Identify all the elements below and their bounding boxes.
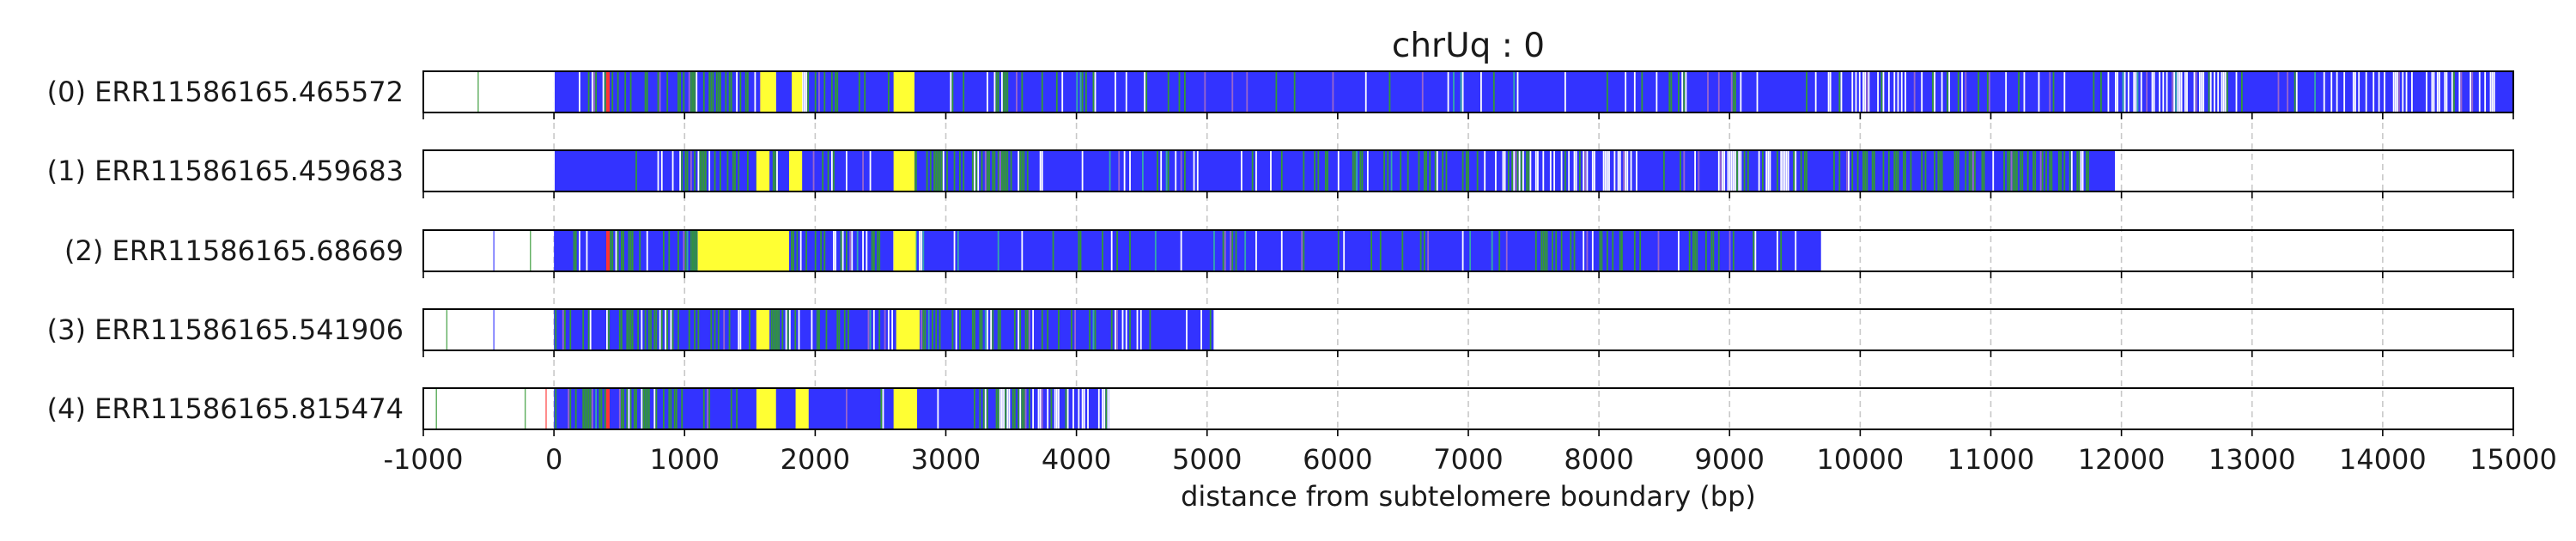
x-axis: -1000 0 1000 2000 3000 4000 5000 6000 7000 8000 90… <box>384 443 2557 476</box>
yellow-block <box>896 309 920 350</box>
x-tick-label: 15000 <box>2470 443 2557 476</box>
yellow-block <box>756 388 776 429</box>
x-tick-label: 3000 <box>911 443 981 476</box>
read-label: (3) ERR11586165.541906 <box>47 313 404 346</box>
red-mark <box>605 230 610 271</box>
read-row: (2) ERR11586165.68669 <box>64 229 2514 278</box>
yellow-block <box>893 71 914 112</box>
yellow-block <box>788 150 803 191</box>
yellow-block <box>893 150 914 191</box>
x-axis-label: distance from subtelomere boundary (bp) <box>1181 480 1756 513</box>
read-label: (1) ERR11586165.459683 <box>47 155 404 187</box>
x-tick-label: 6000 <box>1303 443 1372 476</box>
x-tick-label: 7000 <box>1433 443 1503 476</box>
yellow-block <box>760 71 776 112</box>
read-row: (3) ERR11586165.541906 <box>47 308 2514 357</box>
x-tick-label: 1000 <box>650 443 720 476</box>
x-tick-label: 13000 <box>2208 443 2296 476</box>
yellow-block <box>756 150 770 191</box>
yellow-block <box>795 388 809 429</box>
x-tick-label: -1000 <box>384 443 464 476</box>
read-body <box>554 309 1214 350</box>
red-mark <box>605 71 610 112</box>
x-tick-label: 10000 <box>1816 443 1904 476</box>
x-tick-label: 11000 <box>1947 443 2035 476</box>
x-tick-label: 2000 <box>781 443 850 476</box>
x-tick-label: 12000 <box>2078 443 2166 476</box>
read-label: (4) ERR11586165.815474 <box>47 392 404 425</box>
read-body <box>554 150 2116 191</box>
x-tick-label: 8000 <box>1564 443 1633 476</box>
yellow-block <box>697 230 789 271</box>
x-tick-label: 4000 <box>1042 443 1111 476</box>
yellow-block <box>756 309 770 350</box>
read-label: (0) ERR11586165.465572 <box>47 76 404 108</box>
read-rows: (0) ERR11586165.465572 (1) ERR11586165.45… <box>47 70 2514 436</box>
chart-title: chrUq : 0 <box>1392 27 1545 65</box>
read-row: (1) ERR11586165.459683 <box>47 149 2514 198</box>
read-row: (4) ERR11586165.815474 <box>47 387 2514 436</box>
yellow-block <box>893 388 918 429</box>
yellow-block <box>791 71 803 112</box>
x-tick-label: 0 <box>545 443 562 476</box>
red-mark <box>605 388 610 429</box>
read-body <box>554 71 2513 112</box>
x-tick-label: 9000 <box>1695 443 1765 476</box>
x-tick-label: 14000 <box>2339 443 2427 476</box>
read-row: (0) ERR11586165.465572 <box>47 70 2514 119</box>
yellow-block <box>893 230 916 271</box>
read-label: (2) ERR11586165.68669 <box>64 234 404 267</box>
x-tick-label: 5000 <box>1172 443 1242 476</box>
